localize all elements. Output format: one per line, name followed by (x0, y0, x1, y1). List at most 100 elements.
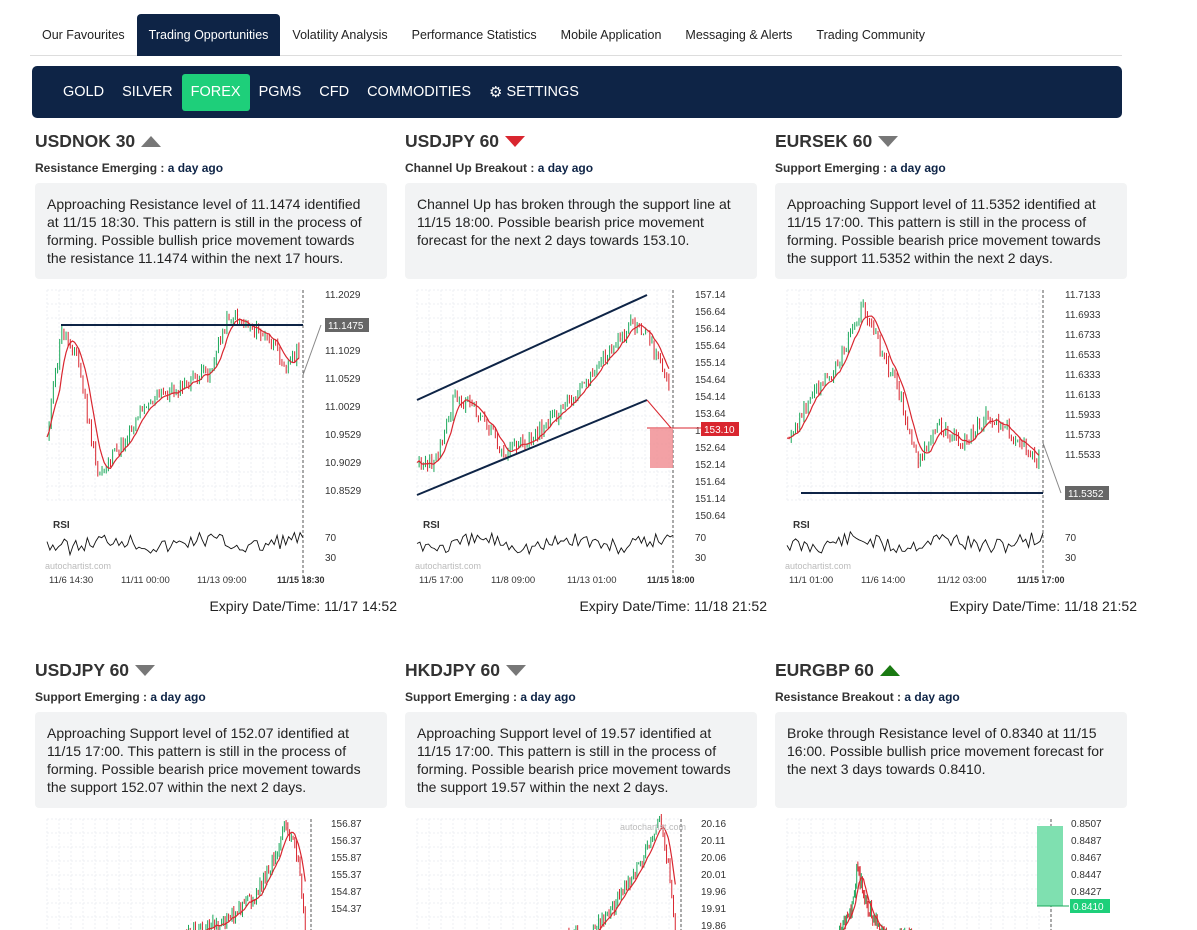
pattern-age: a day ago (167, 161, 224, 175)
rsi-label: RSI (53, 520, 70, 531)
y-axis-tick-label: 152.64 (695, 443, 726, 454)
y-axis-tick-label: 11.0029 (325, 402, 361, 413)
settings-button[interactable]: ⚙ SETTINGS (480, 74, 588, 111)
category-silver[interactable]: SILVER (122, 83, 173, 100)
x-axis-tick-label: 11/6 14:30 (49, 575, 93, 586)
card-symbol: USDJPY 60 (35, 659, 130, 680)
tab-messaging-alerts[interactable]: Messaging & Alerts (685, 28, 793, 42)
card-symbol: EURGBP 60 (775, 659, 874, 680)
y-axis-tick-label: 155.14 (695, 358, 726, 369)
category-cfd[interactable]: CFD (319, 83, 350, 100)
level-price-label: 0.8410 (1073, 902, 1104, 913)
direction-up-icon (141, 135, 162, 147)
y-axis-tick-label: 10.9529 (325, 430, 362, 441)
rsi-label: RSI (793, 520, 810, 531)
pattern-line: Support Emerging : a day ago (775, 161, 946, 175)
settings-label: SETTINGS (506, 83, 579, 100)
category-pgms[interactable]: PGMS (258, 83, 302, 100)
x-axis-tick-label: 11/8 09:00 (491, 575, 535, 586)
y-axis-tick-label: 0.8447 (1071, 870, 1102, 881)
pattern-name: Support Emerging (35, 690, 140, 704)
y-axis-tick-label: 11.0529 (325, 374, 361, 385)
category-gold[interactable]: GOLD (63, 83, 105, 100)
price-chart[interactable]: 11.7133 11.6933 11.6733 11.6533 11.6333 11.61… (775, 285, 1127, 590)
x-axis-tick-label: 11/15 18:30 (277, 575, 325, 585)
y-axis-tick-label: 11.6333 (1065, 370, 1101, 381)
x-axis-tick-label: 11/11 00:00 (121, 575, 170, 586)
moving-average-line (201, 831, 306, 930)
rsi-label: RSI (423, 520, 440, 531)
x-axis-tick-label: 11/15 18:00 (647, 575, 695, 585)
y-axis-tick-label: 155.64 (695, 341, 726, 352)
forecast-zone (1037, 826, 1063, 906)
pattern-description: Approaching Support level of 152.07 iden… (35, 712, 387, 808)
pattern-description: Approaching Support level of 19.57 ident… (405, 712, 757, 808)
y-axis-tick-label: 20.16 (701, 819, 726, 830)
level-price-label: 11.5352 (1068, 489, 1104, 500)
opportunity-card[interactable]: USDJPY 60 Support Emerging : a day ago A… (35, 659, 387, 930)
opportunity-card[interactable]: EURGBP 60 Resistance Breakout : a day ag… (775, 659, 1127, 930)
card-symbol: USDNOK 30 (35, 130, 136, 151)
category-forex[interactable]: FOREX (181, 73, 250, 111)
y-axis-tick-label: 20.06 (701, 853, 726, 864)
tab-our-favourites[interactable]: Our Favourites (42, 28, 125, 42)
y-axis-tick-label: 20.01 (701, 870, 726, 881)
price-chart[interactable]: 0.85070.84870.84670.84470.84270.83870.84… (775, 814, 1127, 930)
y-axis-tick-label: 11.6733 (1065, 330, 1101, 341)
y-axis-tick-label: 11.7133 (1065, 290, 1101, 301)
tab-volatility-analysis[interactable]: Volatility Analysis (292, 28, 388, 42)
price-chart[interactable]: 20.16 20.11 20.06 20.01 19.96 19.91 19.86 autoc… (405, 814, 757, 930)
pattern-name: Resistance Emerging (35, 161, 158, 175)
price-chart[interactable]: 157.14 156.64 156.14 155.64 155.14 154.64 154.… (405, 285, 757, 590)
x-axis-tick-label: 11/15 17:00 (1017, 575, 1065, 585)
direction-up-icon (879, 664, 900, 676)
y-axis-tick-label: 154.87 (331, 887, 362, 898)
tab-mobile-application[interactable]: Mobile Application (560, 28, 662, 42)
y-axis-tick-label: 155.87 (331, 853, 362, 864)
pattern-line: Channel Up Breakout : a day ago (405, 161, 594, 175)
y-axis-tick-label: 19.91 (701, 904, 726, 915)
x-axis-tick-label: 11/1 01:00 (789, 575, 833, 586)
x-axis-tick-label: 11/5 17:00 (419, 575, 463, 586)
y-axis-tick-label: 19.96 (701, 887, 726, 898)
pattern-age: a day ago (904, 690, 960, 704)
pattern-age: a day ago (890, 161, 946, 175)
rsi-tick-label: 30 (695, 553, 707, 564)
rsi-tick-label: 30 (1065, 553, 1077, 564)
forecast-arrow (646, 399, 672, 429)
moving-average-line (843, 877, 885, 930)
pattern-age: a day ago (150, 690, 206, 704)
level-price-label: 153.10 (704, 425, 735, 436)
y-axis-tick-label: 0.8487 (1071, 836, 1102, 847)
pattern-line: Support Emerging : a day ago (35, 690, 206, 704)
opportunity-card[interactable]: USDJPY 60 Channel Up Breakout : a day ag… (405, 130, 767, 614)
price-chart[interactable]: 11.202911.152911.102911.052911.002910.95… (35, 285, 387, 590)
y-axis-tick-label: 151.64 (695, 477, 726, 488)
y-axis-tick-label: 150.64 (695, 511, 726, 522)
pattern-name: Channel Up Breakout (405, 161, 528, 175)
pattern-line: Resistance Breakout : a day ago (775, 690, 960, 704)
x-axis-tick-label: 11/13 09:00 (197, 575, 246, 586)
tab-trading-opportunities[interactable]: Trading Opportunities (136, 14, 281, 56)
price-chart[interactable]: 156.87 156.37 155.87 155.37 154.87 154.37 (35, 814, 387, 930)
channel-lower-line (416, 399, 648, 496)
rsi-line (786, 530, 1044, 554)
y-axis-tick-label: 157.14 (695, 290, 726, 301)
tab-trading-community[interactable]: Trading Community (816, 28, 926, 42)
y-axis-tick-label: 10.8529 (325, 486, 362, 497)
direction-down-icon (135, 664, 156, 676)
card-symbol: USDJPY 60 (405, 130, 500, 151)
rsi-line (416, 531, 674, 556)
y-axis-tick-label: 156.64 (695, 307, 726, 318)
y-axis-tick-label: 0.8467 (1071, 853, 1102, 864)
opportunity-card[interactable]: EURSEK 60 Support Emerging : a day ago A… (775, 130, 1137, 614)
y-axis-tick-label: 11.2029 (325, 290, 361, 301)
y-axis-tick-label: 152.14 (695, 460, 726, 471)
pattern-age: a day ago (537, 161, 594, 175)
y-axis-tick-label: 11.5933 (1065, 410, 1101, 421)
opportunity-card[interactable]: HKDJPY 60 Support Emerging : a day ago A… (405, 659, 757, 930)
opportunity-card[interactable]: USDNOK 30 Resistance Emerging : a day ag… (35, 130, 397, 614)
tab-performance-statistics[interactable]: Performance Statistics (411, 28, 537, 42)
pattern-name: Resistance Breakout (775, 690, 894, 704)
category-commodities[interactable]: COMMODITIES (367, 83, 471, 100)
